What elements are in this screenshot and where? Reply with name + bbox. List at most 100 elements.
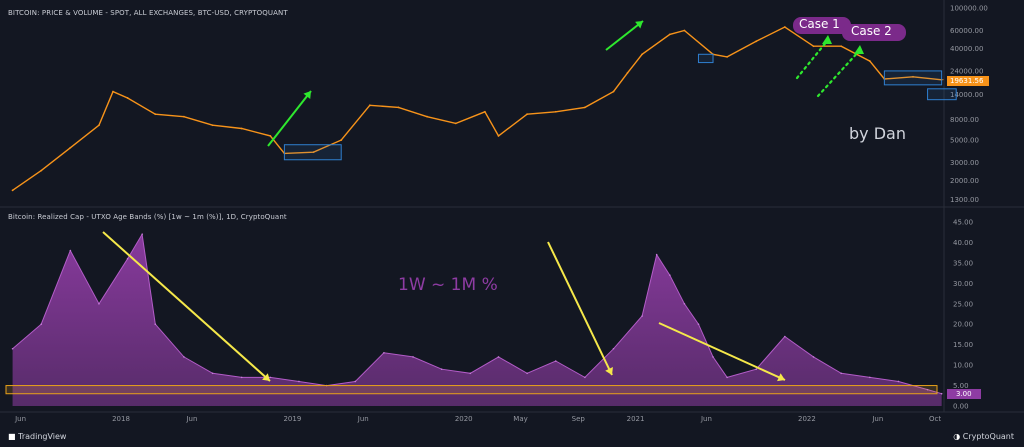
bands-point xyxy=(126,258,129,260)
time-axis-tick: Jun xyxy=(185,415,197,423)
price-point xyxy=(340,139,343,141)
bands-axis-tick: 5.00 xyxy=(953,382,969,390)
bands-axis-tick: 20.00 xyxy=(953,321,973,329)
bands-point xyxy=(869,376,871,379)
price-point xyxy=(397,106,400,109)
green-arrow-2021-head xyxy=(635,21,643,29)
price-point xyxy=(126,97,129,99)
bands-point xyxy=(784,335,786,338)
green-arrow-2019 xyxy=(267,90,312,147)
time-axis-tick: Jun xyxy=(871,415,883,423)
price-point xyxy=(240,127,243,130)
price-axis-tick: 60000.00 xyxy=(950,27,983,35)
price-point xyxy=(583,106,586,109)
bands-point xyxy=(755,368,758,371)
bands-point xyxy=(412,356,414,358)
case1-projection-head xyxy=(822,35,832,44)
bands-point xyxy=(383,352,385,354)
cryptoquant-label: CryptoQuant xyxy=(962,432,1014,441)
price-point xyxy=(497,134,500,137)
bands-point xyxy=(812,356,815,358)
time-axis-tick: 2022 xyxy=(798,415,816,423)
price-point xyxy=(211,124,214,127)
price-point xyxy=(112,90,114,93)
bands-point xyxy=(940,392,943,395)
zone-box-2019 xyxy=(283,144,342,161)
bands-point xyxy=(554,360,557,362)
last-value-badge xyxy=(947,389,981,399)
price-axis-tick: 14000.00 xyxy=(950,91,983,99)
price-axis-tick: 3000.00 xyxy=(950,159,979,167)
last-value-label: 3.00 xyxy=(956,390,972,398)
yellow-arrow-2021-head xyxy=(605,367,613,375)
bands-axis-tick: 10.00 xyxy=(953,362,973,370)
bands-point xyxy=(440,368,443,371)
bands-point xyxy=(69,249,72,252)
bands-point xyxy=(141,233,143,236)
bands-point xyxy=(240,376,243,379)
bands-point xyxy=(40,323,43,326)
bands-point xyxy=(298,380,300,383)
time-axis-tick: Jun xyxy=(14,415,26,423)
time-axis-tick: 2020 xyxy=(455,415,473,423)
price-point xyxy=(783,26,786,28)
case2-projection xyxy=(816,48,862,98)
cryptoquant-icon: ◑ xyxy=(953,432,961,441)
yellow-arrow-2018-head xyxy=(262,373,270,381)
price-point xyxy=(368,104,371,107)
bands-point xyxy=(726,376,728,379)
bands-point xyxy=(926,388,929,391)
price-point xyxy=(726,55,729,58)
yellow-arrow-2018 xyxy=(102,231,271,382)
bands-point xyxy=(98,302,100,305)
yellow-arrow-2022-head xyxy=(777,373,785,382)
green-arrow-2019-head xyxy=(303,91,311,99)
bands-axis-tick: 40.00 xyxy=(953,239,973,247)
time-axis-tick: Sep xyxy=(572,415,586,423)
bands-panel-header: Bitcoin: Realized Cap - UTXO Age Bands (… xyxy=(8,213,287,221)
bands-area xyxy=(12,234,942,406)
case1-projection xyxy=(795,38,830,80)
price-point xyxy=(40,169,43,172)
time-axis-tick: 2019 xyxy=(283,415,301,423)
bands-line xyxy=(12,232,942,395)
bands-axis-tick: 45.00 xyxy=(953,219,973,227)
bands-point xyxy=(669,274,671,276)
price-point xyxy=(526,113,529,116)
price-axis-tick: 40000.00 xyxy=(950,45,983,53)
bands-point xyxy=(497,356,500,358)
bands-point xyxy=(269,376,272,379)
case1-label: Case 1 xyxy=(799,17,840,31)
green-arrow-2021 xyxy=(605,20,644,51)
price-point xyxy=(554,110,557,113)
last-price-label: 19631.56 xyxy=(950,77,984,85)
bands-point xyxy=(683,302,686,305)
price-point xyxy=(912,75,914,78)
price-axis-tick: 24000.00 xyxy=(950,67,983,75)
bands-point xyxy=(154,323,157,326)
bands-point xyxy=(641,315,643,317)
price-point xyxy=(483,110,486,113)
price-point xyxy=(641,53,644,56)
price-point xyxy=(812,45,815,48)
yellow-arrow-2022 xyxy=(658,322,786,381)
price-point xyxy=(868,60,871,62)
bands-point xyxy=(840,372,842,375)
tradingview-logo: ■ TradingView xyxy=(8,432,66,441)
bands-point xyxy=(655,253,658,256)
bands-point xyxy=(211,372,214,375)
cryptoquant-logo: ◑ CryptoQuant xyxy=(953,432,1014,441)
case2-bubble xyxy=(842,24,906,41)
price-point xyxy=(154,113,157,116)
bands-point xyxy=(469,372,472,375)
price-point xyxy=(612,90,615,93)
price-panel-header: BITCOIN: PRICE & VOLUME - SPOT, ALL EXCH… xyxy=(8,9,288,17)
price-point xyxy=(183,115,185,118)
case2-projection-head xyxy=(854,45,864,54)
price-point xyxy=(626,71,629,74)
time-axis-tick: Jun xyxy=(700,415,712,423)
price-point xyxy=(840,45,843,48)
time-axis-tick: Jun xyxy=(357,415,369,423)
